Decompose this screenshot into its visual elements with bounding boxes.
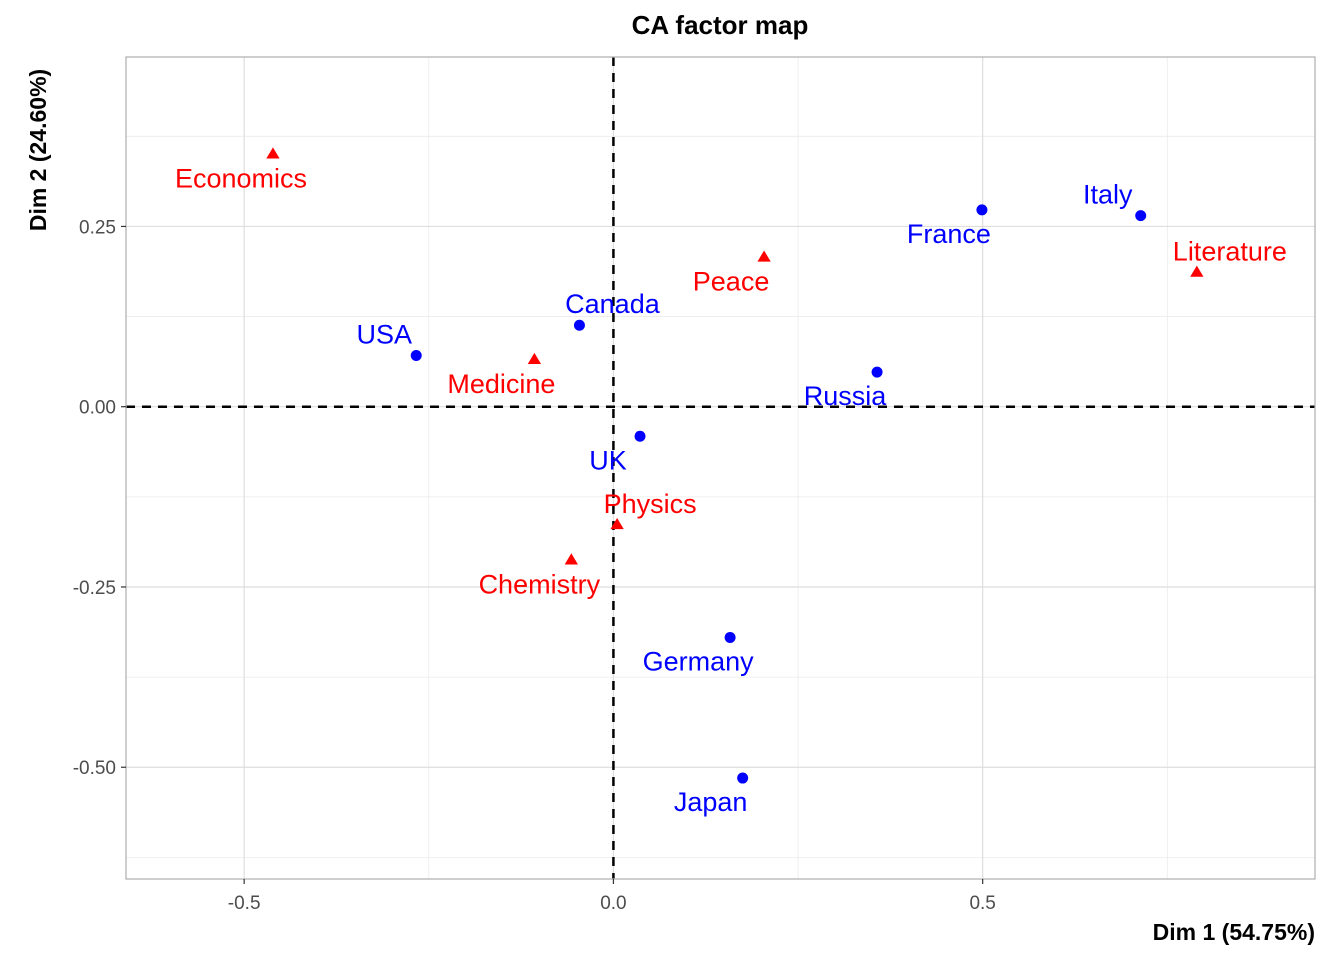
point-japan — [737, 772, 749, 784]
label-usa: USA — [356, 320, 412, 350]
x-axis-title: Dim 1 (54.75%) — [1153, 919, 1315, 945]
point-germany — [724, 631, 736, 643]
point-russia — [871, 366, 883, 378]
label-peace: Peace — [693, 266, 770, 296]
reference-lines — [126, 57, 1315, 879]
label-germany: Germany — [643, 646, 755, 676]
point-physics — [610, 517, 624, 530]
label-chemistry: Chemistry — [479, 569, 601, 599]
x-tick-label: 0.0 — [600, 893, 626, 914]
point-usa — [410, 350, 422, 362]
point-france — [976, 204, 988, 216]
y-tick-label: -0.25 — [73, 578, 116, 599]
label-physics: Physics — [604, 489, 697, 519]
label-canada: Canada — [565, 289, 661, 319]
label-russia: Russia — [804, 381, 888, 411]
point-canada — [573, 319, 585, 331]
point-chemistry — [564, 553, 578, 565]
plot-panel-border — [125, 56, 1316, 880]
point-literature — [1190, 265, 1204, 277]
chart-title: CA factor map — [632, 10, 809, 40]
label-france: France — [907, 219, 991, 249]
label-medicine: Medicine — [447, 369, 555, 399]
labels-layer: Italy France Canada USA Russia UK Germany Japan… — [175, 163, 1287, 817]
y-tick-label: -0.50 — [73, 758, 116, 779]
label-italy: Italy — [1083, 180, 1133, 210]
y-tick-label: 0.00 — [79, 398, 116, 419]
label-uk: UK — [589, 445, 627, 475]
label-economics: Economics — [175, 163, 307, 193]
x-tick-label: 0.5 — [969, 893, 995, 914]
point-italy — [1135, 210, 1147, 222]
y-tick-label: 0.25 — [79, 217, 116, 238]
point-medicine — [527, 352, 542, 365]
tick-layer: -0.5 0.0 0.5 -0.50 -0.25 0.00 0.25 — [73, 217, 996, 914]
label-japan: Japan — [674, 787, 748, 817]
point-uk — [634, 430, 646, 442]
point-peace — [757, 250, 771, 262]
x-tick-label: -0.5 — [228, 893, 261, 914]
points-layer — [266, 147, 1204, 784]
y-axis-title: Dim 2 (24.60%) — [25, 69, 51, 231]
point-economics — [266, 147, 280, 159]
label-literature: Literature — [1173, 237, 1287, 267]
